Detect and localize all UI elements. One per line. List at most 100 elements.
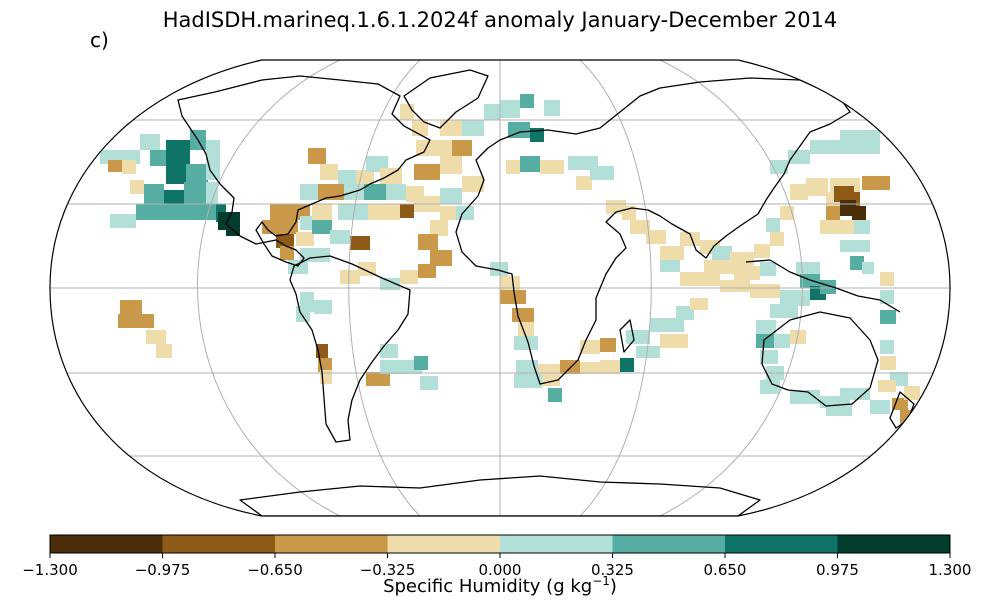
anomaly-cell	[280, 246, 294, 260]
colorbar-swatch	[162, 535, 276, 553]
anomaly-cell	[870, 400, 890, 414]
colorbar-tick-label: 1.300	[929, 561, 972, 579]
anomaly-cell	[520, 94, 534, 108]
anomaly-cell	[600, 338, 616, 352]
anomaly-cell	[756, 320, 776, 334]
anomaly-cell	[296, 232, 314, 246]
anomaly-cell	[164, 190, 184, 204]
colorbar-label-exponent: −1	[592, 574, 610, 588]
colorbar-tick-label: −1.300	[22, 561, 78, 579]
anomaly-cell	[314, 300, 332, 314]
anomaly-cell	[380, 278, 400, 290]
anomaly-cell	[560, 360, 580, 374]
colorbar-tick-label: 0.000	[479, 561, 522, 579]
anomaly-cell	[440, 120, 462, 136]
meridian-60e	[579, 60, 652, 516]
anomaly-cell	[780, 290, 810, 306]
colorbar-label-text: Specific Humidity (g kg	[383, 576, 593, 597]
anomaly-cell	[660, 260, 680, 272]
anomaly-cell	[780, 206, 794, 220]
anomaly-cell	[500, 276, 520, 290]
colorbar-label-close: )	[609, 576, 617, 597]
map-title: HadISDH.marineq.1.6.1.2024f anomaly Janu…	[162, 8, 838, 32]
anomaly-cell	[766, 218, 780, 232]
anomaly-cell	[400, 204, 414, 218]
colorbar-tick-label: 0.325	[591, 561, 634, 579]
anomaly-cell	[330, 230, 350, 244]
anomaly-cell	[760, 350, 778, 364]
anomaly-cell	[452, 140, 472, 156]
anomaly-cell	[540, 160, 564, 174]
colorbar-swatch	[50, 535, 163, 553]
anomaly-cell	[518, 322, 534, 336]
anomaly-cell	[414, 164, 440, 180]
colorbar-tick-label: 0.975	[816, 561, 859, 579]
anomaly-cell	[862, 176, 880, 190]
anomaly-cell	[712, 246, 732, 260]
anomaly-cell	[340, 270, 360, 284]
anomaly-cell	[312, 204, 332, 220]
anomaly-cell	[380, 344, 398, 358]
anomaly-cell	[880, 356, 896, 370]
anomaly-cell	[156, 344, 172, 358]
anomaly-cell	[806, 178, 828, 196]
anomaly-cell	[368, 204, 400, 220]
anomaly-cell	[680, 232, 700, 246]
anomaly-cell	[840, 388, 870, 400]
anomaly-cell	[760, 380, 780, 394]
anomaly-cell	[430, 220, 448, 236]
anomaly-cell	[166, 140, 190, 164]
anomaly-cell	[184, 182, 206, 204]
anomaly-cell	[630, 220, 650, 234]
coast-north-america	[177, 75, 431, 267]
anomaly-cell	[166, 164, 186, 184]
anomaly-cell	[520, 156, 540, 172]
colorbar-swatch	[500, 535, 613, 553]
anomaly-cell	[300, 248, 330, 262]
anomaly-cell	[276, 234, 294, 248]
colorbar-swatch	[612, 535, 726, 553]
anomaly-cell	[414, 356, 428, 370]
anomaly-cell	[660, 246, 684, 260]
meridian-60w	[348, 60, 421, 516]
anomaly-cell	[400, 104, 414, 120]
anomaly-cell	[338, 204, 368, 220]
anomaly-cell	[514, 374, 542, 388]
anomaly-cell	[636, 346, 660, 358]
anomaly-cell	[506, 160, 520, 174]
anomaly-cell	[364, 184, 386, 200]
anomaly-cell	[720, 280, 750, 292]
colorbar-tick-label: −0.325	[360, 561, 416, 579]
anomaly-cell	[810, 140, 840, 154]
anomaly-cell	[186, 164, 208, 182]
colorbar-label: Specific Humidity (g kg−1)	[0, 574, 1000, 597]
coast-africa-europe	[455, 77, 851, 385]
anomaly-cell	[840, 240, 870, 252]
anomaly-cell	[820, 220, 840, 234]
anomaly-cell	[770, 304, 798, 318]
anomaly-cell	[600, 360, 620, 374]
anomaly-cell	[734, 266, 760, 280]
anomaly-cell	[380, 168, 402, 184]
anomaly-cell	[750, 284, 780, 298]
anomaly-cell	[400, 270, 418, 284]
anomaly-cell	[440, 188, 462, 204]
meridian-120e	[659, 60, 803, 516]
anomaly-cell	[418, 234, 438, 250]
anomaly-cell	[456, 206, 474, 220]
coastlines	[177, 69, 915, 516]
anomaly-cell	[462, 176, 484, 192]
anomaly-cell	[676, 306, 694, 320]
anomaly-cell	[590, 166, 614, 180]
anomaly-cell	[312, 220, 332, 234]
anomaly-cell	[500, 100, 520, 118]
colorbar-swatch	[387, 535, 501, 553]
anomaly-cell	[704, 260, 734, 274]
colorbar-swatch	[725, 535, 838, 553]
colorbar-swatches	[50, 535, 951, 553]
colorbar: −1.300 −0.975 −0.650 −0.325 0.000 0.325 0.650 0…	[22, 534, 972, 579]
anomaly-cell	[120, 300, 142, 314]
anomaly-cell	[660, 334, 688, 348]
anomaly-grid	[100, 94, 920, 424]
anomaly-cell	[262, 220, 298, 234]
